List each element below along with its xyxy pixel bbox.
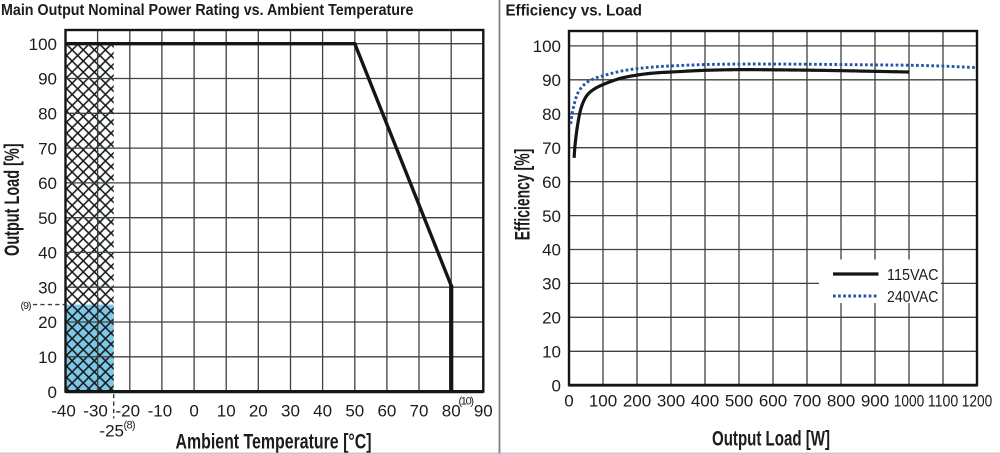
svg-text:60: 60 xyxy=(38,174,57,193)
svg-text:0: 0 xyxy=(564,392,573,411)
svg-text:90: 90 xyxy=(542,71,561,90)
svg-text:(10): (10) xyxy=(459,396,475,408)
svg-text:70: 70 xyxy=(38,139,57,158)
svg-text:1200: 1200 xyxy=(962,392,993,411)
svg-text:10: 10 xyxy=(217,402,236,421)
svg-text:(9): (9) xyxy=(21,300,32,312)
svg-text:(8): (8) xyxy=(124,420,136,432)
svg-text:Output Load [%]: Output Load [%] xyxy=(1,143,24,256)
svg-text:80: 80 xyxy=(542,105,561,124)
svg-text:70: 70 xyxy=(542,139,561,158)
svg-text:Output Load [W]: Output Load [W] xyxy=(712,428,830,451)
svg-text:-20: -20 xyxy=(116,402,141,421)
svg-text:-30: -30 xyxy=(83,402,108,421)
svg-text:40: 40 xyxy=(38,244,57,263)
svg-text:-10: -10 xyxy=(148,402,173,421)
svg-text:40: 40 xyxy=(313,402,332,421)
svg-text:30: 30 xyxy=(281,402,300,421)
svg-text:Efficiency vs. Load: Efficiency vs. Load xyxy=(506,3,643,20)
svg-text:50: 50 xyxy=(542,207,561,226)
svg-text:1100: 1100 xyxy=(928,392,959,411)
svg-text:Efficiency [%]: Efficiency [%] xyxy=(512,149,535,241)
svg-text:400: 400 xyxy=(691,392,719,411)
svg-text:50: 50 xyxy=(38,209,57,228)
svg-text:100: 100 xyxy=(589,392,617,411)
svg-text:-25: -25 xyxy=(99,422,124,441)
svg-text:100: 100 xyxy=(29,35,57,54)
svg-text:700: 700 xyxy=(793,392,821,411)
svg-text:600: 600 xyxy=(759,392,787,411)
svg-text:90: 90 xyxy=(38,70,57,89)
svg-text:500: 500 xyxy=(725,392,753,411)
svg-text:115VAC: 115VAC xyxy=(887,267,939,284)
svg-text:1000: 1000 xyxy=(894,392,925,411)
svg-text:90: 90 xyxy=(474,402,493,421)
svg-text:80: 80 xyxy=(38,105,57,124)
svg-text:200: 200 xyxy=(623,392,651,411)
svg-text:0: 0 xyxy=(552,376,561,395)
svg-text:20: 20 xyxy=(542,309,561,328)
svg-text:800: 800 xyxy=(827,392,855,411)
svg-text:60: 60 xyxy=(542,173,561,192)
svg-text:300: 300 xyxy=(657,392,685,411)
svg-text:80: 80 xyxy=(442,402,461,421)
svg-text:0: 0 xyxy=(48,383,57,402)
svg-text:100: 100 xyxy=(533,37,561,56)
svg-text:20: 20 xyxy=(38,313,57,332)
svg-text:30: 30 xyxy=(38,278,57,297)
svg-text:240VAC: 240VAC xyxy=(887,289,939,306)
svg-text:50: 50 xyxy=(345,402,364,421)
svg-text:20: 20 xyxy=(249,402,268,421)
svg-text:900: 900 xyxy=(861,392,889,411)
svg-text:10: 10 xyxy=(38,348,57,367)
svg-text:-40: -40 xyxy=(51,402,76,421)
svg-text:70: 70 xyxy=(410,402,429,421)
svg-text:10: 10 xyxy=(542,343,561,362)
svg-text:40: 40 xyxy=(542,241,561,260)
svg-text:30: 30 xyxy=(542,275,561,294)
svg-text:60: 60 xyxy=(377,402,396,421)
svg-text:Main Output Nominal Power Rati: Main Output Nominal Power Rating vs. Amb… xyxy=(1,2,414,19)
svg-text:Ambient Temperature [°C]: Ambient Temperature [°C] xyxy=(176,431,372,454)
svg-text:0: 0 xyxy=(189,402,198,421)
